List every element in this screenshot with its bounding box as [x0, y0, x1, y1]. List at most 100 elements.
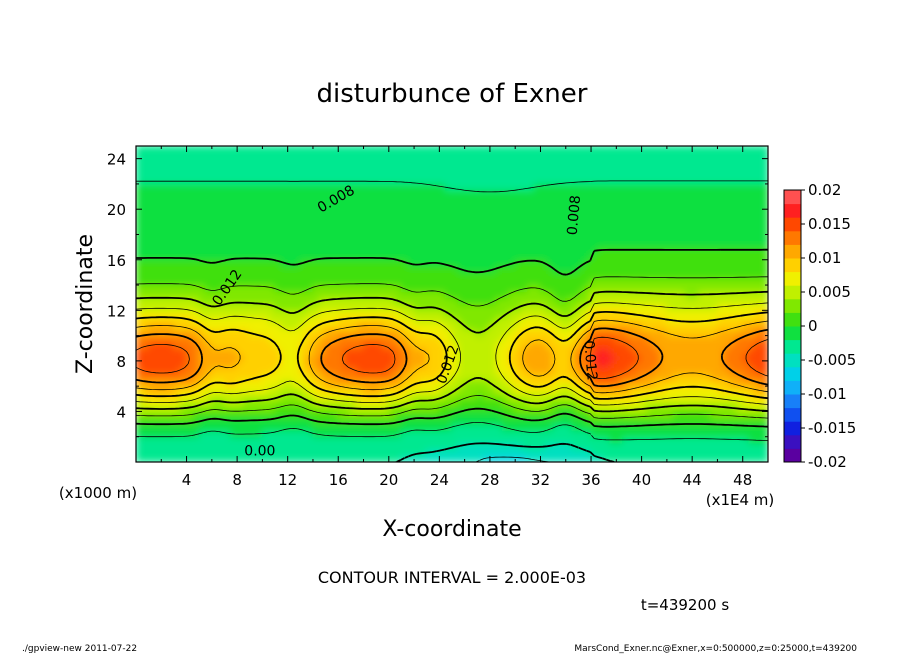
field-cell [660, 284, 668, 292]
field-cell [634, 170, 643, 179]
field-cell [293, 379, 301, 387]
field-cell [710, 455, 718, 462]
field-cell [261, 335, 270, 343]
field-cell [502, 265, 510, 273]
field-cell [211, 265, 219, 273]
field-cell [710, 341, 718, 349]
field-cell [571, 151, 579, 160]
field-cell [622, 233, 630, 242]
field-cell [167, 259, 175, 267]
field-cell [268, 379, 276, 387]
field-cell [192, 316, 200, 324]
field-cell [691, 360, 699, 368]
field-cell [596, 146, 605, 153]
field-cell [375, 410, 383, 419]
field-cell [546, 284, 554, 292]
field-cell [521, 290, 529, 299]
field-cell [136, 341, 143, 349]
field-cell [653, 328, 662, 337]
field-cell [445, 278, 453, 286]
field-cell [356, 455, 365, 462]
field-cell [344, 151, 352, 160]
field-cell [236, 429, 244, 438]
field-cell [546, 265, 554, 273]
field-cell [356, 233, 365, 242]
field-cell [160, 246, 169, 254]
field-cell [653, 290, 662, 299]
field-cell [679, 233, 687, 242]
field-cell [375, 215, 383, 223]
field-cell [350, 316, 358, 324]
field-cell [527, 177, 535, 185]
field-cell [558, 290, 567, 299]
field-cell [375, 423, 383, 431]
field-cell [280, 252, 289, 261]
field-cell [584, 442, 592, 450]
field-cell [742, 347, 750, 356]
field-cell [350, 177, 358, 185]
field-cell [179, 240, 188, 248]
field-cell [609, 297, 617, 305]
field-cell [198, 278, 207, 286]
field-cell [710, 436, 718, 444]
field-cell [274, 164, 282, 172]
field-cell [369, 146, 377, 153]
field-cell [691, 335, 699, 343]
field-cell [394, 202, 402, 210]
field-cell [312, 284, 320, 292]
field-cell [761, 170, 768, 179]
field-cell [483, 183, 491, 191]
field-cell [622, 221, 630, 229]
field-cell [407, 158, 415, 166]
field-cell [464, 221, 472, 229]
field-cell [173, 410, 181, 419]
field-cell [748, 335, 756, 343]
field-cell [230, 341, 238, 349]
field-cell [375, 146, 383, 153]
field-cell [697, 278, 706, 286]
field-cell [716, 208, 725, 217]
field-cell [337, 189, 346, 198]
field-cell [413, 246, 421, 254]
field-cell [660, 448, 668, 457]
field-cell [723, 423, 731, 431]
field-cell [761, 221, 768, 229]
field-cell [217, 265, 225, 273]
field-cell [666, 417, 674, 425]
field-cell [217, 410, 225, 419]
field-cell [192, 196, 200, 204]
field-cell [672, 335, 681, 343]
field-cell [280, 322, 289, 330]
field-cell [723, 290, 731, 299]
field-cell [438, 303, 447, 311]
field-cell [514, 240, 523, 248]
field-cell [337, 240, 346, 248]
field-cell [344, 290, 352, 299]
field-cell [615, 316, 624, 324]
field-cell [438, 189, 447, 198]
field-cell [407, 284, 415, 292]
field-cell [470, 303, 478, 311]
field-cell [761, 278, 768, 286]
field-cell [464, 196, 472, 204]
field-cell [704, 373, 712, 381]
field-cell [154, 233, 162, 242]
field-cell [546, 373, 554, 381]
field-cell [641, 221, 649, 229]
field-cell [160, 429, 169, 438]
field-cell [211, 158, 219, 166]
field-cell [539, 265, 548, 273]
field-cell [609, 227, 617, 235]
field-cell [160, 189, 169, 198]
field-cell [179, 146, 188, 153]
field-cell [369, 379, 377, 387]
field-cell [748, 284, 756, 292]
field-cell [653, 423, 662, 431]
field-cell [672, 417, 681, 425]
field-cell [457, 240, 466, 248]
field-cell [192, 417, 200, 425]
field-cell [261, 146, 270, 153]
field-cell [445, 284, 453, 292]
field-cell [141, 373, 150, 381]
field-cell [400, 221, 409, 229]
